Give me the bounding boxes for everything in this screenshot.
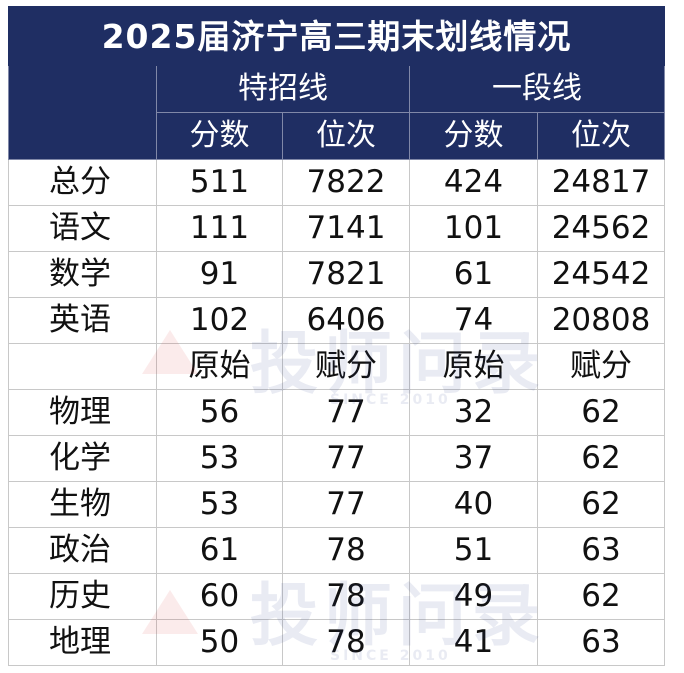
row-label: 数学 (8, 251, 157, 298)
table-cell: 37 (409, 435, 538, 482)
sub-header-cell: 赋分 (282, 343, 410, 390)
table-cell: 511 (156, 159, 283, 206)
table-cell: 41 (409, 619, 538, 666)
row-label: 地理 (8, 619, 157, 666)
table-row: 地理 50 78 41 63 (8, 619, 665, 666)
table-cell: 77 (282, 435, 410, 482)
table-cell: 60 (156, 573, 283, 620)
watermark-logo-icon (142, 330, 198, 374)
table-row: 物理 56 77 32 62 (8, 389, 665, 436)
row-label: 总分 (8, 159, 157, 206)
table-cell: 40 (409, 481, 538, 528)
table-cell: 62 (537, 573, 665, 620)
sub-header-cell: 分数 (409, 112, 538, 160)
corner-cell (8, 65, 157, 160)
table-row: 生物 53 77 40 62 (8, 481, 665, 528)
table-cell: 61 (409, 251, 538, 298)
table-cell: 24562 (537, 205, 665, 252)
table-row: 历史 60 78 49 62 (8, 573, 665, 620)
watermark-logo-icon (142, 590, 198, 634)
table-cell: 7821 (282, 251, 410, 298)
table-cell: 32 (409, 389, 538, 436)
table-title: 2025届济宁高三期末划线情况 (8, 6, 665, 66)
table-cell: 62 (537, 435, 665, 482)
table-cell: 91 (156, 251, 283, 298)
table-cell: 62 (537, 389, 665, 436)
table-cell: 20808 (537, 297, 665, 344)
table-cell: 49 (409, 573, 538, 620)
row-label: 物理 (8, 389, 157, 436)
table-cell: 7141 (282, 205, 410, 252)
row-label: 生物 (8, 481, 157, 528)
band-header-tier1: 一段线 (409, 65, 665, 113)
table-cell: 77 (282, 481, 410, 528)
table-cell: 424 (409, 159, 538, 206)
band-header-special: 特招线 (156, 65, 410, 113)
sub-header-cell: 分数 (156, 112, 283, 160)
table-cell: 77 (282, 389, 410, 436)
table-cell: 74 (409, 297, 538, 344)
table-row: 化学 53 77 37 62 (8, 435, 665, 482)
row-label: 历史 (8, 573, 157, 620)
table-cell: 102 (156, 297, 283, 344)
sub-header-row: 分数 位次 分数 位次 (9, 112, 665, 160)
table-row: 政治 61 78 51 63 (8, 527, 665, 574)
sub-header-cell: 原始 (409, 343, 538, 390)
table-row: 语文 111 7141 101 24562 (8, 205, 665, 252)
table-cell: 61 (156, 527, 283, 574)
sub-header-cell: 赋分 (537, 343, 665, 390)
row-label: 英语 (8, 297, 157, 344)
table-cell: 78 (282, 527, 410, 574)
table-cell: 56 (156, 389, 283, 436)
table-cell: 111 (156, 205, 283, 252)
band-header-row: 特招线 一段线 (8, 65, 665, 160)
row-label: 语文 (8, 205, 157, 252)
table-cell: 51 (409, 527, 538, 574)
row-label: 政治 (8, 527, 157, 574)
table-cell: 53 (156, 435, 283, 482)
table-cell: 78 (282, 619, 410, 666)
table-cell: 24817 (537, 159, 665, 206)
score-line-table: 2025届济宁高三期末划线情况 特招线 一段线 分数 位次 分数 位次 总分 5… (8, 6, 665, 666)
table-cell: 62 (537, 481, 665, 528)
table-row: 数学 91 7821 61 24542 (8, 251, 665, 298)
table-cell: 6406 (282, 297, 410, 344)
score-table-container: 2025届济宁高三期末划线情况 特招线 一段线 分数 位次 分数 位次 总分 5… (8, 6, 665, 666)
table-cell: 63 (537, 619, 665, 666)
row-label: 化学 (8, 435, 157, 482)
table-cell: 50 (156, 619, 283, 666)
table-cell: 7822 (282, 159, 410, 206)
table-cell: 63 (537, 527, 665, 574)
table-row: 总分 511 7822 424 24817 (8, 159, 665, 206)
table-cell: 53 (156, 481, 283, 528)
empty-cell (8, 343, 157, 390)
table-cell: 101 (409, 205, 538, 252)
title-row: 2025届济宁高三期末划线情况 (8, 6, 665, 66)
sub-header-cell: 位次 (537, 112, 665, 160)
table-row: 英语 102 6406 74 20808 (8, 297, 665, 344)
table-cell: 78 (282, 573, 410, 620)
table-cell: 24542 (537, 251, 665, 298)
sub-header-cell: 位次 (282, 112, 410, 160)
sub-header-row-2: 原始 赋分 原始 赋分 (8, 343, 665, 390)
